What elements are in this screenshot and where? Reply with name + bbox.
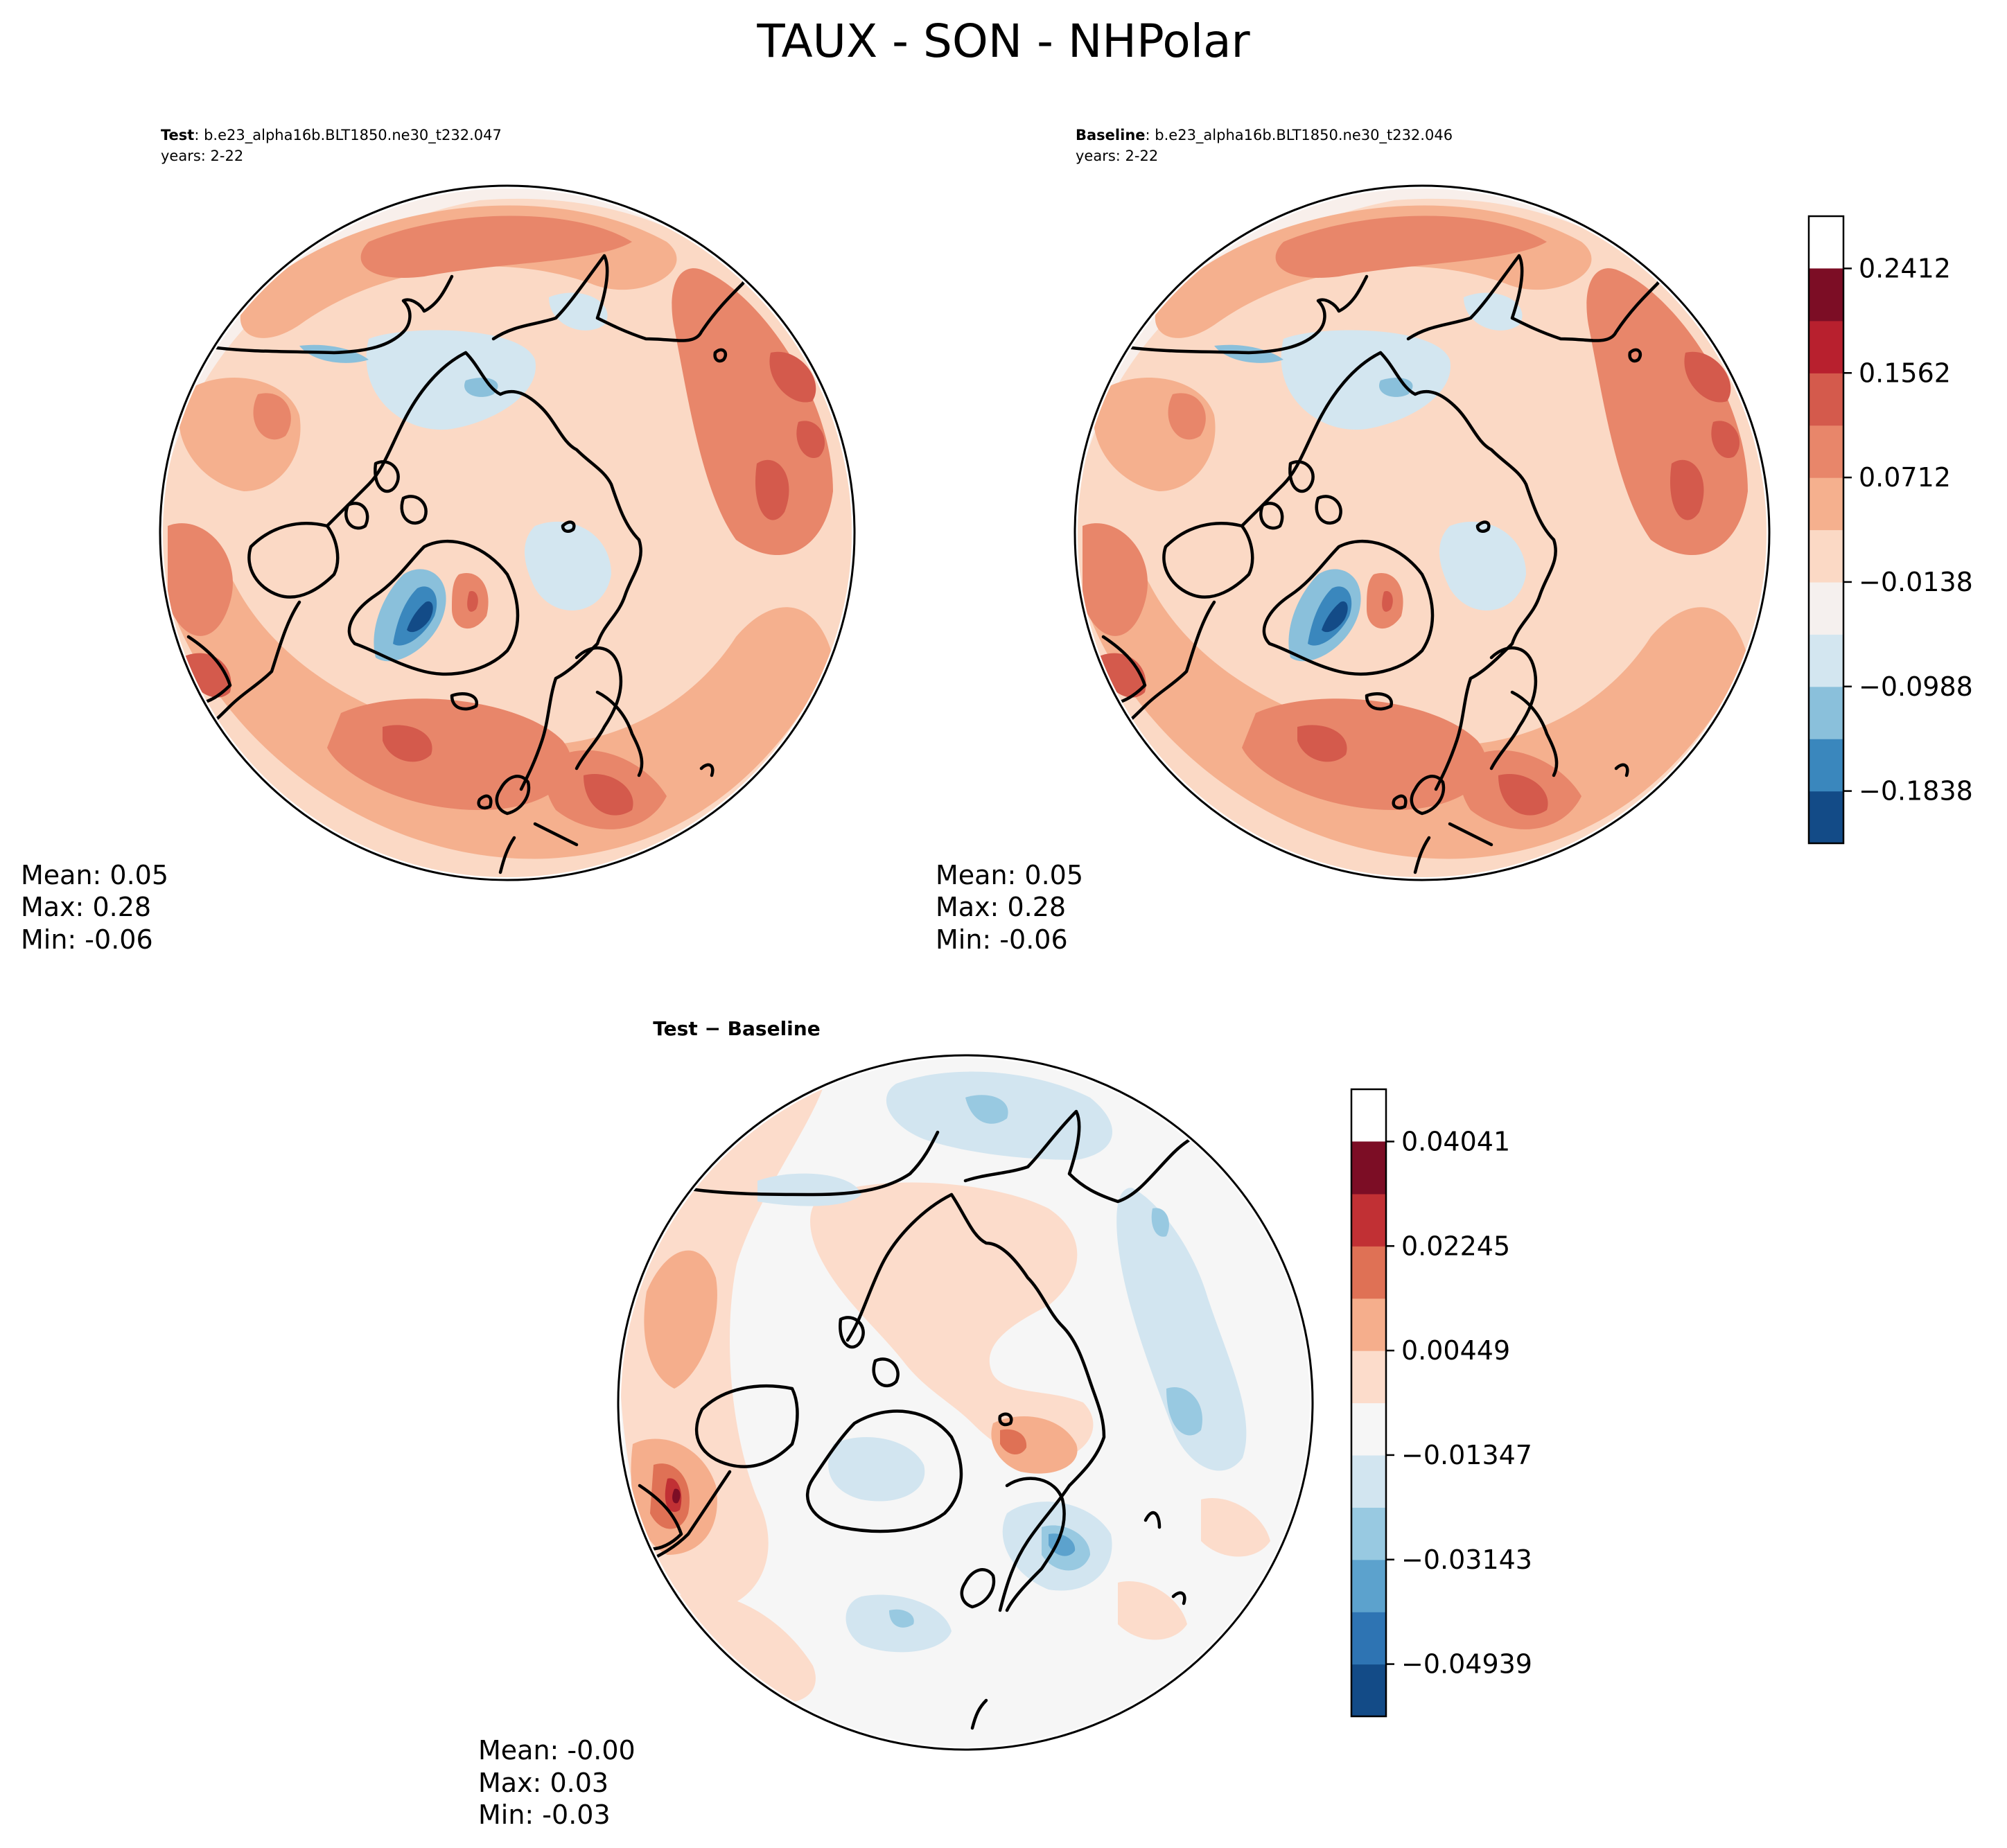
main-colorbar-swatch-3 [1809, 634, 1843, 687]
diff-colorbar-tick-label: −0.04939 [1401, 1649, 1532, 1680]
main-colorbar-frame [1807, 215, 1845, 845]
main-colorbar-swatch-7 [1809, 425, 1843, 478]
diff-colorbar-swatch-6 [1351, 1350, 1386, 1404]
main-colorbar-swatch-10 [1809, 268, 1843, 322]
main-colorbar-swatch-4 [1809, 581, 1843, 635]
diff-colorbar-swatch-4 [1351, 1454, 1386, 1508]
diff-colorbar-swatch-10 [1351, 1141, 1386, 1195]
test-header: Test: b.e23_alpha16b.BLT1850.ne30_t232.0… [161, 127, 502, 144]
baseline-min: Min: -0.06 [936, 924, 1068, 955]
main-colorbar-swatch-0 [1809, 791, 1843, 844]
diff-colorbar: 0.04041 0.02245 0.00449 −0.01347 −0.03143 −0.… [1350, 1088, 1532, 1718]
main-colorbar-swatch-2 [1809, 686, 1843, 739]
diff-colorbar-swatch-3 [1351, 1507, 1386, 1560]
test-mean: Mean: 0.05 [21, 860, 168, 890]
figure-title: TAUX - SON - NHPolar [756, 15, 1250, 68]
diff-colorbar-tick-label: −0.01347 [1401, 1440, 1532, 1470]
main-colorbar-swatch-5 [1809, 529, 1843, 583]
diff-colorbar-swatch-5 [1351, 1402, 1386, 1456]
main-colorbar-tick-label: 0.2412 [1859, 253, 1951, 283]
diff-max: Max: 0.03 [478, 1768, 608, 1798]
test-years: years: 2-22 [161, 148, 243, 164]
diff-mean: Mean: -0.00 [478, 1735, 636, 1766]
main-colorbar-swatch-1 [1809, 739, 1843, 792]
test-case-name: b.e23_alpha16b.BLT1850.ne30_t232.047 [204, 127, 502, 144]
diff-colorbar-tick-label: 0.04041 [1401, 1126, 1510, 1156]
diff-title: Test − Baseline [653, 1017, 820, 1040]
diff-colorbar-tick-label: 0.00449 [1401, 1335, 1510, 1366]
main-colorbar-swatch-8 [1809, 373, 1843, 426]
main-colorbar-tick-label: −0.1838 [1859, 776, 1973, 807]
main-colorbar-swatch-9 [1809, 320, 1843, 373]
test-label: Test [161, 127, 194, 143]
test-map [159, 184, 856, 881]
baseline-case-name: b.e23_alpha16b.BLT1850.ne30_t232.046 [1155, 127, 1453, 144]
main-colorbar-tick-label: 0.0712 [1859, 462, 1951, 493]
baseline-map [1073, 184, 1771, 881]
baseline-header: Baseline: b.e23_alpha16b.BLT1850.ne30_t2… [1076, 127, 1453, 144]
main-colorbar-tick-label: 0.1562 [1859, 358, 1951, 388]
diff-map [617, 1054, 1314, 1751]
diff-panel: Test − Baseline Mean: -0.00 Max: 0.03 Mi… [478, 1017, 1532, 1830]
baseline-panel: Baseline: b.e23_alpha16b.BLT1850.ne30_t2… [936, 127, 1973, 955]
diff-colorbar-tick-label: 0.02245 [1401, 1231, 1510, 1261]
diff-colorbar-swatch-2 [1351, 1559, 1386, 1612]
main-colorbar-tick-label: −0.0988 [1859, 671, 1973, 702]
baseline-mean: Mean: 0.05 [936, 860, 1083, 890]
test-min: Min: -0.06 [21, 924, 153, 955]
baseline-years: years: 2-22 [1076, 148, 1158, 164]
diff-min: Min: -0.03 [478, 1799, 611, 1830]
main-colorbar-swatch-6 [1809, 477, 1843, 531]
diff-colorbar-swatch-1 [1351, 1612, 1386, 1665]
baseline-max: Max: 0.28 [936, 892, 1066, 922]
test-max: Max: 0.28 [21, 892, 151, 922]
diff-colorbar-frame [1350, 1088, 1387, 1718]
diff-colorbar-swatch-7 [1351, 1298, 1386, 1351]
diff-colorbar-tick-label: −0.03143 [1401, 1545, 1532, 1575]
main-colorbar-tick-label: −0.0138 [1859, 567, 1973, 597]
diff-colorbar-swatch-8 [1351, 1246, 1386, 1299]
baseline-label: Baseline [1076, 127, 1146, 143]
main-colorbar: 0.2412 0.1562 0.0712 −0.0138 −0.0988 −0.1838 [1807, 215, 1973, 845]
test-panel: Test: b.e23_alpha16b.BLT1850.ne30_t232.0… [21, 127, 856, 955]
diff-colorbar-swatch-0 [1351, 1664, 1386, 1717]
diff-colorbar-swatch-9 [1351, 1193, 1386, 1247]
